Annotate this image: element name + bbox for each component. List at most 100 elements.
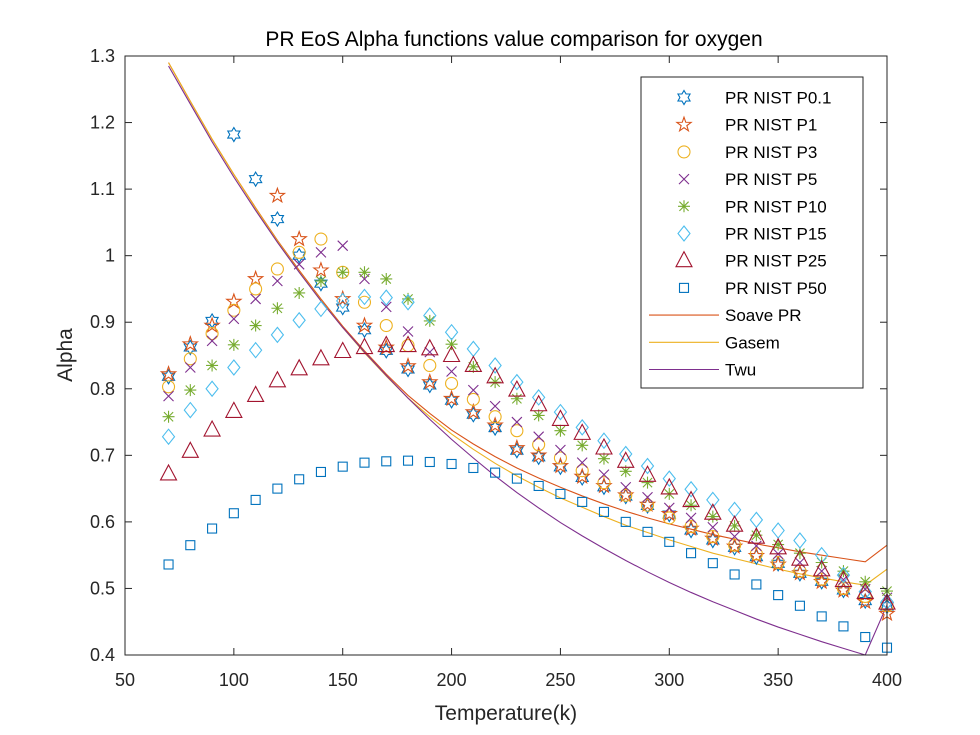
data-point-pr-nist-p50 <box>533 480 544 491</box>
data-point-pr-nist-p1 <box>791 563 809 581</box>
legend-label-pr-nist-p15: PR NIST P15 <box>725 225 827 244</box>
data-point-pr-nist-p10 <box>554 424 567 437</box>
data-point-pr-nist-p15 <box>401 293 415 311</box>
data-point-pr-nist-p3 <box>314 232 328 246</box>
data-point-pr-nist-p15 <box>488 357 502 374</box>
data-point-pr-nist-p0-1 <box>357 322 372 339</box>
data-point-pr-nist-p3 <box>728 538 742 552</box>
data-point-pr-nist-p50 <box>773 590 784 601</box>
legend-swatch-pr-nist-p3 <box>677 145 691 159</box>
data-point-pr-nist-p1 <box>769 555 787 572</box>
y-tick-label: 0.4 <box>90 645 115 665</box>
data-point-pr-nist-p1 <box>464 402 483 420</box>
data-point-pr-nist-p5 <box>729 531 740 542</box>
data-point-pr-nist-p50 <box>424 456 435 468</box>
legend-item-pr-nist-p25: PR NIST P25 <box>675 250 827 271</box>
data-point-pr-nist-p5 <box>576 457 588 469</box>
chart-title: PR EoS Alpha functions value comparison … <box>265 28 762 51</box>
legend-item-twu: Twu <box>649 361 756 380</box>
data-point-pr-nist-p15 <box>379 289 393 306</box>
data-point-pr-nist-p3 <box>510 424 524 438</box>
data-point-pr-nist-p50 <box>838 621 849 632</box>
data-point-pr-nist-p5 <box>663 502 675 514</box>
data-point-pr-nist-p10 <box>772 538 785 551</box>
y-tick-label: 1.2 <box>90 113 115 133</box>
data-point-pr-nist-p1 <box>551 456 570 474</box>
legend-item-pr-nist-p50: PR NIST P50 <box>678 279 827 298</box>
data-point-pr-nist-p0-1 <box>183 339 198 356</box>
legend-label-pr-nist-p0-1: PR NIST P0.1 <box>725 89 831 108</box>
data-point-pr-nist-p50 <box>272 483 283 494</box>
data-point-pr-nist-p15 <box>793 532 807 549</box>
legend-swatch-pr-nist-p1 <box>675 115 693 133</box>
legend-label-pr-nist-p50: PR NIST P50 <box>725 279 827 298</box>
data-point-pr-nist-p1 <box>333 289 352 307</box>
legend-item-gasem: Gasem <box>649 333 780 352</box>
data-point-pr-nist-p10 <box>206 359 219 372</box>
legend-item-pr-nist-p0-1: PR NIST P0.1 <box>677 89 831 108</box>
legend-swatch-pr-nist-p5 <box>678 173 690 185</box>
data-point-pr-nist-p5 <box>163 390 174 402</box>
data-point-pr-nist-p10 <box>706 510 719 523</box>
data-point-pr-nist-p15 <box>640 457 655 475</box>
data-point-pr-nist-p5 <box>380 301 392 313</box>
data-point-pr-nist-p10 <box>576 439 589 452</box>
data-point-pr-nist-p5 <box>794 557 806 568</box>
data-point-pr-nist-p50 <box>707 558 718 569</box>
data-point-pr-nist-p3 <box>161 380 176 394</box>
data-point-pr-nist-p50 <box>860 631 871 643</box>
data-point-pr-nist-p5 <box>533 431 545 443</box>
data-point-pr-nist-p25 <box>551 409 570 426</box>
data-point-pr-nist-p3 <box>445 376 459 391</box>
x-tick-label: 200 <box>437 670 467 690</box>
data-point-pr-nist-p5 <box>642 491 653 503</box>
data-point-pr-nist-p50 <box>555 488 566 499</box>
data-point-pr-nist-p25 <box>420 338 439 356</box>
data-point-pr-nist-p5 <box>250 293 262 305</box>
data-point-pr-nist-p5 <box>750 540 762 552</box>
data-point-pr-nist-p1 <box>725 537 744 554</box>
axes-box <box>124 55 888 656</box>
data-point-pr-nist-p25 <box>682 490 700 508</box>
series-line-soave-pr <box>168 62 888 563</box>
x-tick-label: 350 <box>763 670 793 690</box>
y-axis-title: Alpha <box>54 328 77 382</box>
legend-label-gasem: Gasem <box>725 333 780 352</box>
data-point-pr-nist-p25 <box>529 394 548 412</box>
data-point-pr-nist-p1 <box>529 446 548 463</box>
data-point-pr-nist-p25 <box>595 437 613 455</box>
data-point-pr-nist-p15 <box>444 323 459 341</box>
data-point-pr-nist-p10 <box>227 338 240 351</box>
data-point-pr-nist-p1 <box>290 229 308 247</box>
data-point-pr-nist-p50 <box>294 474 305 485</box>
data-point-pr-nist-p3 <box>205 326 219 341</box>
data-point-pr-nist-p3 <box>749 547 763 561</box>
data-point-pr-nist-p10 <box>728 519 741 532</box>
data-point-pr-nist-p3 <box>379 318 393 333</box>
data-point-pr-nist-p1 <box>268 186 287 204</box>
legend-label-twu: Twu <box>725 361 756 380</box>
data-point-pr-nist-p25 <box>464 355 483 373</box>
data-point-pr-nist-p1 <box>834 581 853 598</box>
y-tick-label: 1 <box>105 246 115 266</box>
data-point-pr-nist-p5 <box>685 512 697 524</box>
legend-item-pr-nist-p5: PR NIST P5 <box>678 170 817 189</box>
data-point-pr-nist-p15 <box>510 373 524 391</box>
x-axis-title: Temperature(k) <box>435 702 577 725</box>
data-point-pr-nist-p1 <box>355 316 374 333</box>
x-tick-label: 300 <box>654 670 684 690</box>
data-point-pr-nist-p25 <box>573 423 592 440</box>
data-point-pr-nist-p25 <box>747 527 766 544</box>
x-tick-label: 250 <box>545 670 575 690</box>
data-point-pr-nist-p10 <box>293 286 306 299</box>
data-point-pr-nist-p10 <box>750 529 763 542</box>
data-point-pr-nist-p10 <box>423 314 436 327</box>
data-point-pr-nist-p3 <box>466 392 480 406</box>
markers-layer <box>159 126 896 653</box>
data-point-pr-nist-p15 <box>684 480 698 498</box>
data-point-pr-nist-p1 <box>660 504 679 522</box>
data-point-pr-nist-p3 <box>357 295 372 309</box>
data-point-pr-nist-p50 <box>250 494 261 505</box>
data-point-pr-nist-p50 <box>381 456 392 467</box>
x-tick-label: 50 <box>115 670 135 690</box>
